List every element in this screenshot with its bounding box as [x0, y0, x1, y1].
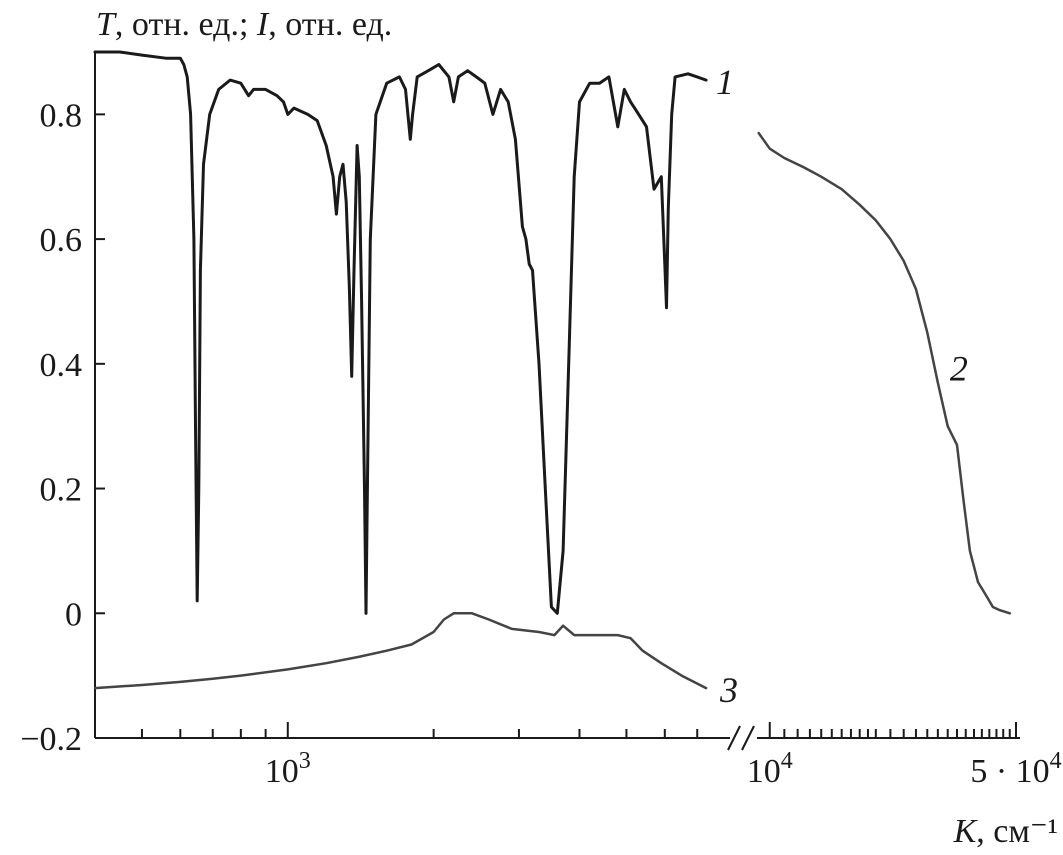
axis-break-mark [727, 725, 755, 751]
y-axis-title: T, отн. ед.; I, отн. ед. [96, 6, 392, 43]
curve-label-1: 1 [716, 62, 734, 102]
y-tick-label-2: 0.2 [40, 472, 83, 509]
curve-labels: 1 2 3 [716, 62, 968, 710]
y-axis: −0.2 0 0.2 0.4 0.6 0.8 [20, 52, 105, 758]
curve-label-3: 3 [719, 670, 738, 710]
series-group [93, 50, 1012, 690]
y-tick-label-1: 0 [65, 596, 82, 633]
x-tick-label-1-0: 104 [747, 748, 793, 790]
y-tick-label-0: −0.2 [20, 721, 82, 758]
y-tick-label-3: 0.4 [40, 347, 83, 384]
y-tick-label-4: 0.6 [40, 222, 83, 259]
x-tick-label-1-1: 5 · 104 [970, 748, 1061, 790]
curve-label-2: 2 [950, 349, 968, 389]
x-ticks: 103 104 5 · 104 [140, 722, 1062, 790]
series-line-2 [757, 131, 1012, 615]
series-line-1 [93, 50, 708, 615]
y-tick-label-5: 0.8 [40, 97, 83, 134]
x-tick-label-0-0: 103 [265, 748, 311, 790]
x-axis: 103 104 5 · 104 [95, 722, 1062, 790]
x-axis-title: K, см⁻¹ [953, 813, 1058, 850]
series-line-3 [93, 612, 708, 690]
y-ticks: −0.2 0 0.2 0.4 0.6 0.8 [20, 97, 105, 758]
